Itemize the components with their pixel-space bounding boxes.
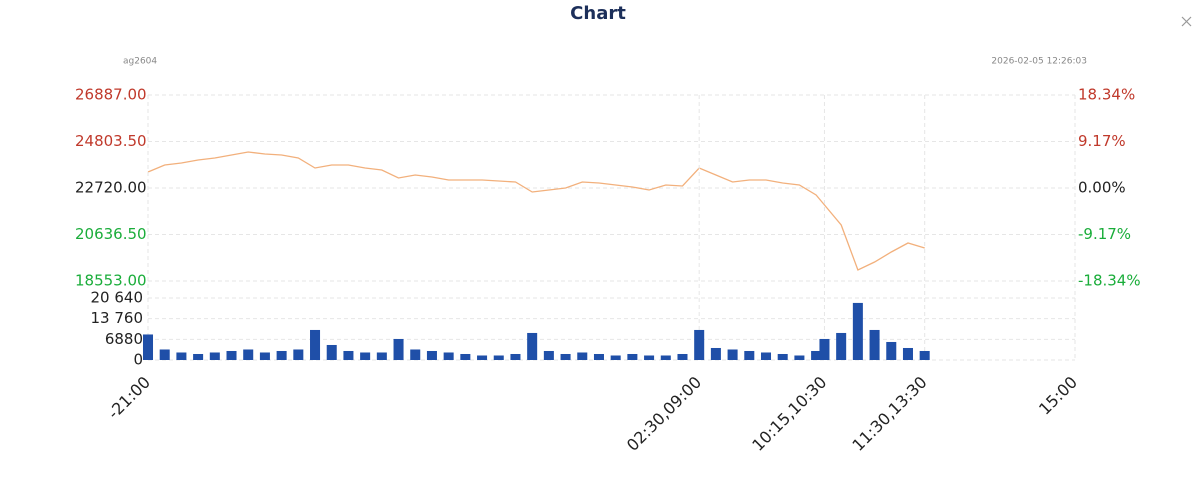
y2-tick-label: 0.00% [1078, 179, 1126, 197]
volume-bar [343, 350, 354, 360]
y-tick-label: 6880 [105, 330, 143, 348]
price-line [147, 151, 925, 271]
volume-bar [426, 350, 437, 360]
volume-bar [193, 353, 204, 360]
volume-bar [142, 334, 154, 360]
volume-bar [593, 353, 604, 360]
volume-bar [852, 302, 863, 360]
volume-bar [836, 332, 847, 360]
y-tick-label: 20 640 [91, 289, 144, 307]
volume-bar [627, 353, 638, 360]
volume-bar [794, 355, 805, 360]
x-tick-label: -21:00 [104, 373, 154, 423]
volume-bar [510, 353, 521, 360]
volume-bar [410, 349, 421, 360]
y-tick-label: 0 [133, 351, 143, 369]
volume-bar [744, 350, 755, 360]
volume-bar [543, 350, 554, 360]
volume-bar [259, 352, 270, 360]
volume-bar [460, 353, 471, 360]
volume-bar [811, 350, 822, 360]
volume-bar [610, 355, 621, 360]
volume-bar [886, 341, 897, 360]
volume-bar [577, 352, 588, 360]
volume-bar [710, 347, 721, 360]
volume-bar [393, 338, 404, 360]
volume-bar [819, 338, 830, 360]
x-tick-label: 11:30,13:30 [848, 373, 930, 455]
volume-bar [159, 349, 170, 360]
close-button[interactable] [1181, 16, 1192, 27]
volume-bar [326, 344, 337, 360]
volume-bar [527, 332, 538, 360]
y-tick-label: 20636.50 [75, 225, 147, 243]
x-tick-label: 15:00 [1035, 373, 1081, 419]
volume-bar [560, 353, 571, 360]
volume-bar [226, 350, 237, 360]
timestamp: 2026-02-05 12:26:03 [991, 57, 1087, 67]
volume-bar [276, 350, 287, 360]
dialog-title: Chart [570, 3, 626, 24]
volume-bar [310, 329, 321, 360]
y-tick-label: 24803.50 [75, 132, 147, 150]
volume-bar [677, 353, 688, 360]
volume-bar [243, 349, 254, 360]
y-tick-label: 18553.00 [75, 272, 147, 290]
volume-bar [493, 355, 504, 360]
volume-bar [760, 352, 772, 360]
volume-bar [777, 353, 788, 360]
x-tick-label: 10:15,10:30 [748, 373, 830, 455]
volume-bar [660, 355, 671, 360]
x-tick-label: 02:30,09:00 [623, 373, 705, 455]
volume-bar [209, 352, 220, 360]
volume-bar [443, 352, 454, 360]
volume-bar [360, 352, 371, 360]
volume-bar [477, 355, 488, 360]
y2-tick-label: -18.34% [1078, 272, 1141, 290]
y2-tick-label: 18.34% [1078, 86, 1135, 104]
y-tick-label: 22720.00 [75, 179, 147, 197]
symbol: ag2604 [123, 57, 157, 67]
volume-bar [293, 349, 304, 360]
volume-bar [902, 347, 913, 360]
volume-bar [644, 355, 655, 360]
y-tick-label: 26887.00 [75, 86, 147, 104]
y-tick-label: 13 760 [91, 309, 144, 327]
volume-bar [919, 350, 930, 360]
y2-tick-label: -9.17% [1078, 225, 1131, 243]
volume-bar [694, 329, 705, 360]
volume-bar [176, 352, 187, 360]
volume-bar [376, 352, 387, 360]
volume-bar [869, 329, 880, 360]
volume-bar [727, 349, 738, 360]
y2-tick-label: 9.17% [1078, 132, 1126, 150]
